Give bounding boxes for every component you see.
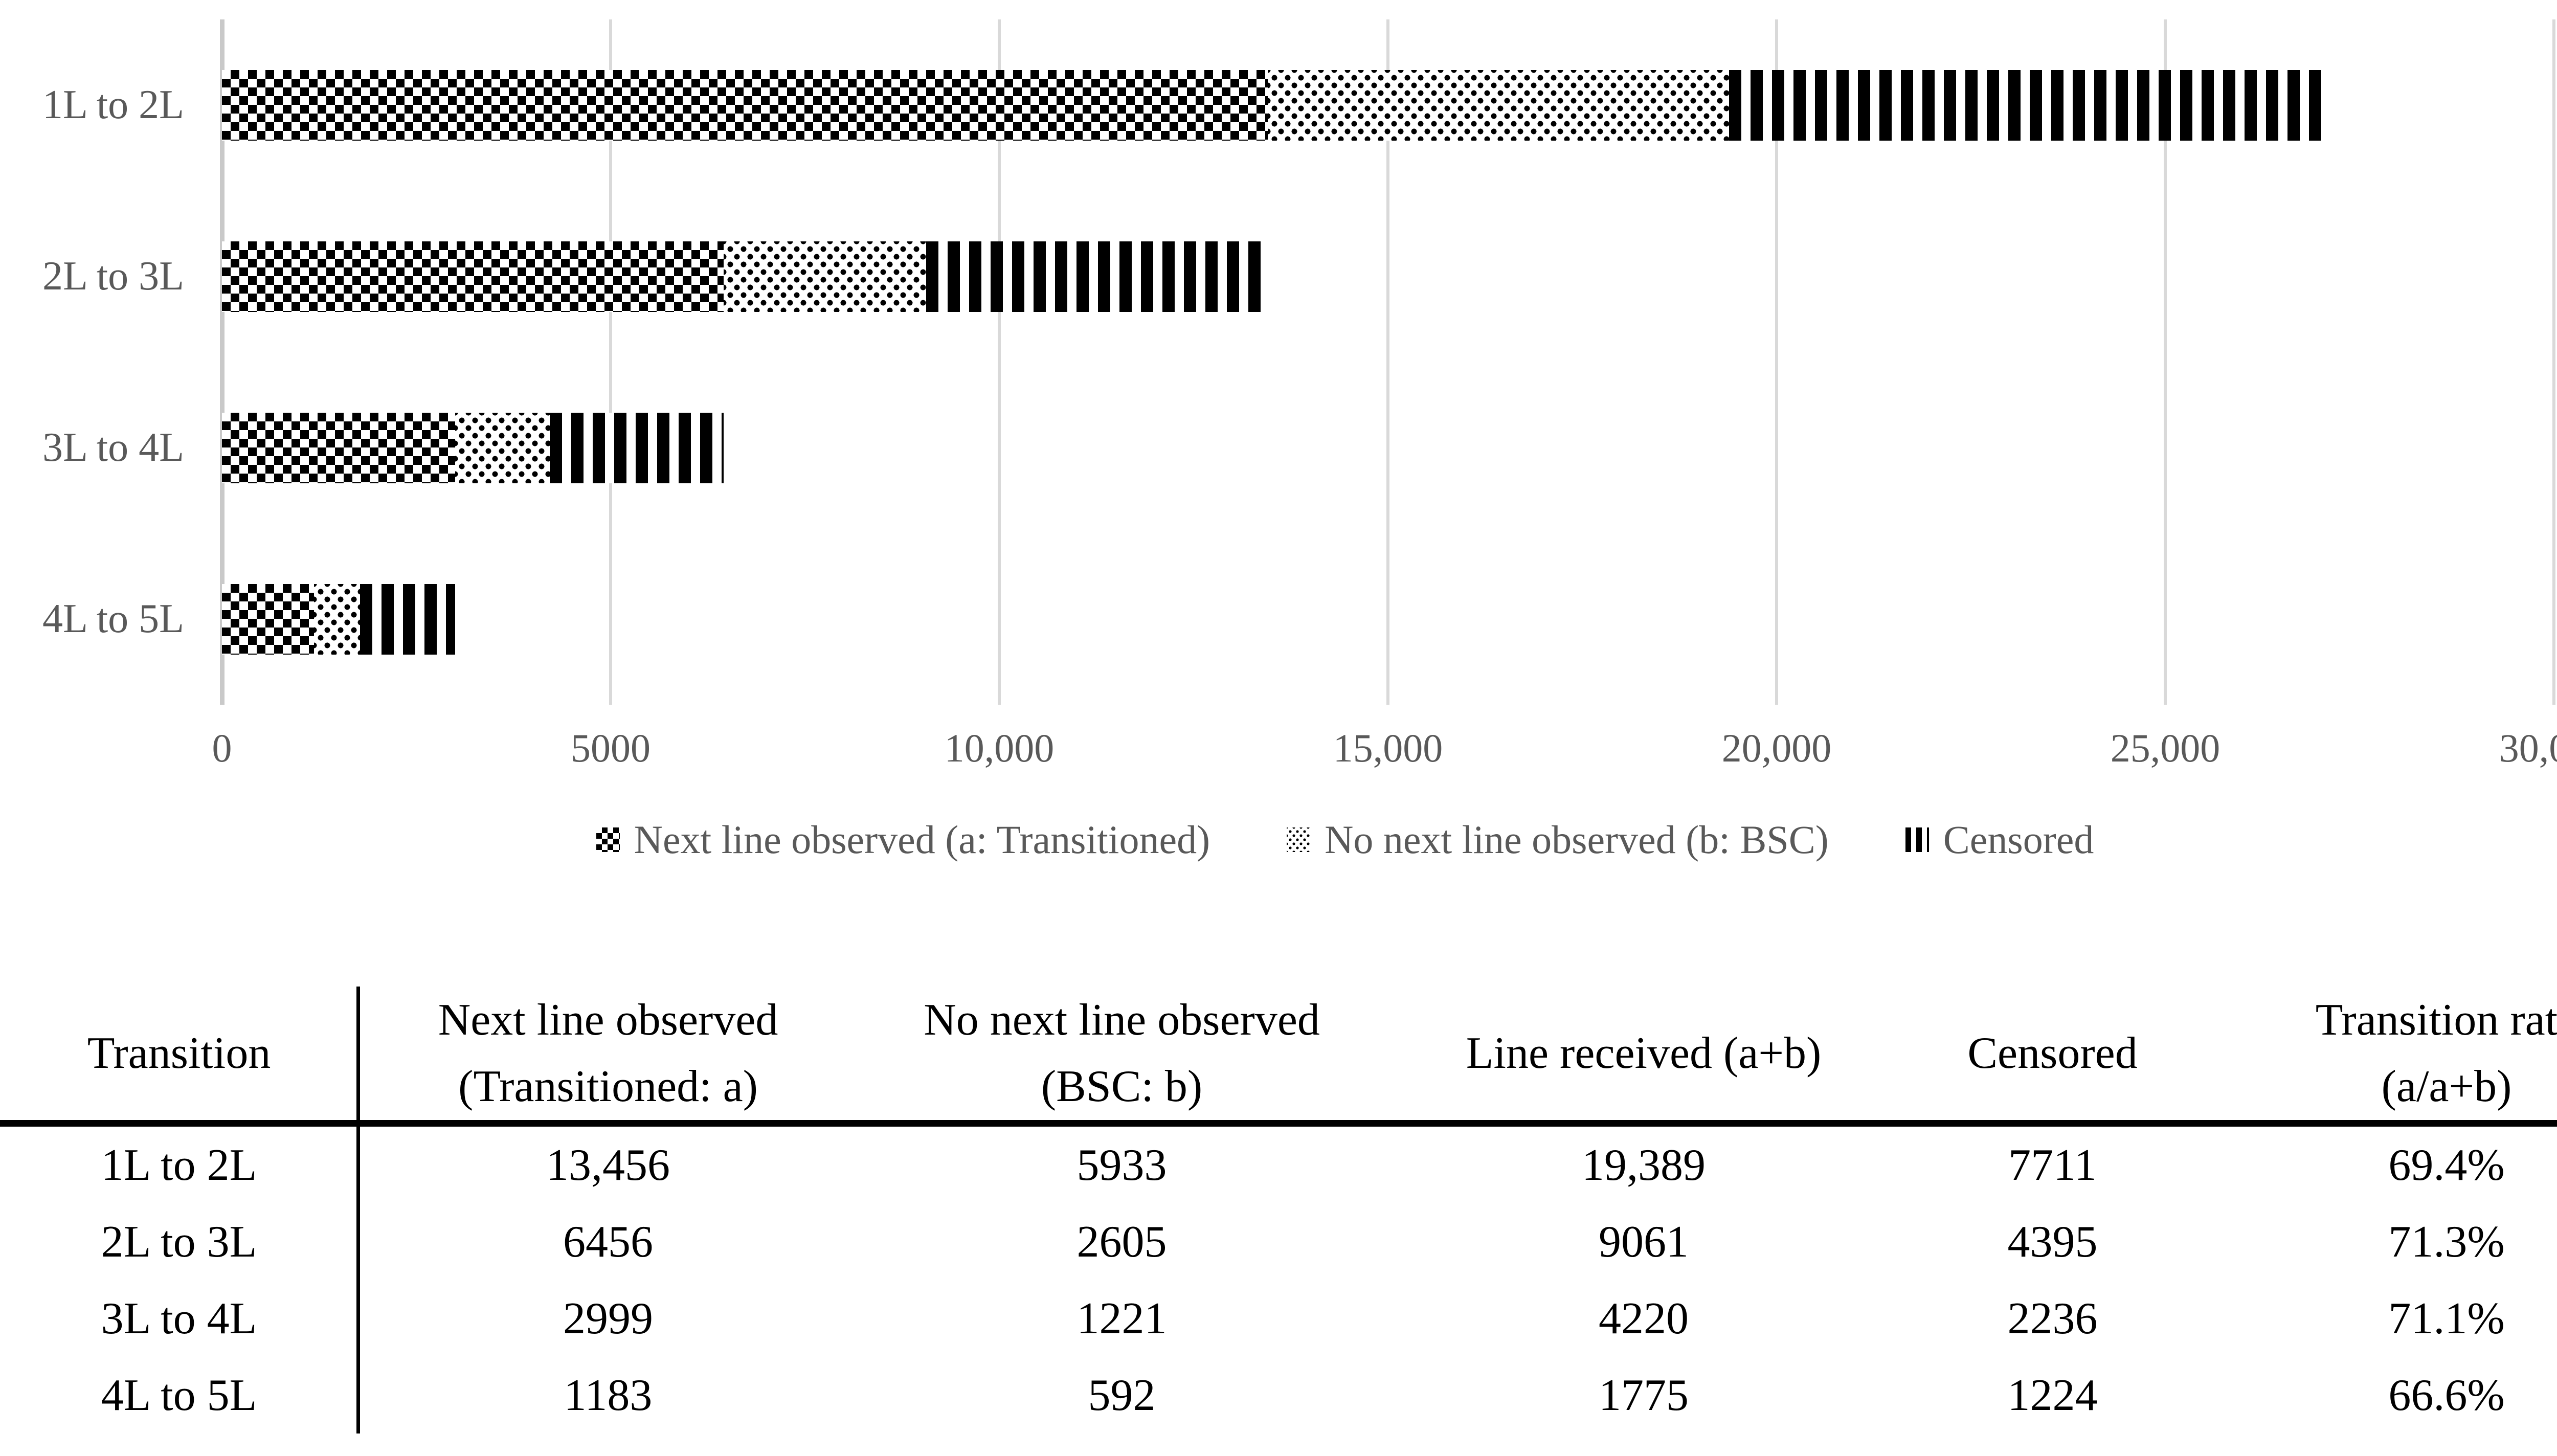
table-cell: 1775	[1599, 1370, 1689, 1420]
column-header-line1: Transition	[87, 1028, 271, 1078]
table-cell: 2L to 3L	[101, 1217, 257, 1267]
column-header-line1: Censored	[1967, 1028, 2138, 1078]
checker-pattern-swatch	[596, 827, 620, 852]
gridline-10000	[998, 19, 1001, 705]
bar-row	[222, 533, 2554, 705]
column-header: Next line observed (Transitioned: a)	[358, 987, 858, 1120]
table-cell: 5933	[1076, 1140, 1167, 1190]
bar-segment-stripes	[1729, 70, 2329, 141]
legend-item: Censored	[1905, 817, 2094, 863]
table-cell: 1221	[1076, 1293, 1167, 1343]
column-header-line2: (BSC: b)	[1041, 1061, 1203, 1111]
column-header: No next line observed (BSC: b)	[858, 987, 1385, 1120]
table-vertical-rule	[356, 987, 360, 1433]
column-header-line1: Transition rate	[2315, 995, 2557, 1045]
table-cell: 6456	[563, 1217, 654, 1267]
table-cell: 71.3%	[2388, 1217, 2505, 1267]
bar-row	[222, 191, 2554, 362]
x-tick-label: 5000	[571, 726, 651, 770]
table-body: 1L to 2L 13,456 5933 19,389 7711 69.4% 2L to 3…	[0, 1127, 2557, 1433]
chart-legend: Next line observed (a: Transitioned) No n…	[0, 814, 2557, 865]
plot-area	[220, 19, 2555, 705]
bar-segment-dots	[313, 584, 360, 655]
gridline-5000	[609, 19, 612, 705]
x-tick-label: 10,000	[944, 726, 1055, 770]
bar-segment-checker	[222, 70, 1268, 141]
column-header-line1: Line received (a+b)	[1466, 1028, 1822, 1078]
category-label: 4L to 5L	[42, 596, 184, 641]
gridline-15000	[1386, 19, 1389, 705]
category-label: 3L to 4L	[42, 425, 184, 470]
bar-row	[222, 362, 2554, 533]
legend-item-label: Censored	[1943, 817, 2094, 862]
table-cell: 13,456	[546, 1140, 670, 1190]
legend-item-label: Next line observed (a: Transitioned)	[634, 817, 1210, 862]
bar-segment-checker	[222, 584, 314, 655]
x-tick-label: 20,000	[1721, 726, 1832, 770]
table-header-rule	[0, 1120, 2557, 1127]
table-cell: 2999	[563, 1293, 654, 1343]
table-cell: 4L to 5L	[101, 1370, 257, 1420]
gridline-25000	[2164, 19, 2167, 705]
category-axis: 1L to 2L 2L to 3L 3L to 4L 4L to 5L	[0, 19, 184, 705]
table-row: 3L to 4L 2999 1221 4220 2236 71.1%	[0, 1280, 2557, 1357]
table-row: 1L to 2L 13,456 5933 19,389 7711 69.4%	[0, 1127, 2557, 1203]
x-tick-label: 25,000	[2110, 726, 2220, 770]
column-header: Transition	[0, 987, 358, 1120]
value-axis: 0 5000 10,000 15,000 20,000 25,000 30,000	[212, 725, 2557, 781]
column-header: Transition rate (a/a+b)	[2203, 987, 2557, 1120]
table-cell: 66.6%	[2388, 1370, 2505, 1420]
column-header-line1: No next line observed	[924, 995, 1320, 1045]
table-row: 2L to 3L 6456 2605 9061 4395 71.3%	[0, 1203, 2557, 1280]
column-header-line2: (a/a+b)	[2381, 1061, 2512, 1111]
bar-segment-stripes	[550, 412, 724, 483]
table-cell: 1L to 2L	[101, 1140, 257, 1190]
category-label: 2L to 3L	[42, 254, 184, 299]
x-tick-label: 15,000	[1333, 726, 1443, 770]
table-cell: 3L to 4L	[101, 1293, 257, 1343]
category-label: 1L to 2L	[42, 82, 184, 127]
bar-segment-stripes	[926, 241, 1268, 312]
x-tick-label: 0	[212, 726, 232, 770]
column-header-line1: Next line observed	[438, 995, 778, 1045]
stripes-pattern-swatch	[1905, 827, 1929, 852]
bar-segment-dots	[724, 241, 927, 312]
legend-item: No next line observed (b: BSC)	[1287, 817, 1829, 863]
transition-table: Transition Next line observed (Transitione…	[0, 987, 2557, 1433]
bar-segment-checker	[222, 241, 724, 312]
dots-pattern-swatch	[1287, 827, 1311, 852]
table-cell: 4395	[2007, 1217, 2098, 1267]
table-cell: 71.1%	[2388, 1293, 2505, 1343]
transition-bar-chart: 1L to 2L 2L to 3L 3L to 4L 4L to 5L 0 5000 10…	[0, 19, 2557, 865]
x-tick-label: 30,000	[2499, 726, 2557, 770]
table-cell: 2605	[1076, 1217, 1167, 1267]
table-cell: 19,389	[1582, 1140, 1706, 1190]
table-cell: 4220	[1599, 1293, 1689, 1343]
table-cell: 7711	[2008, 1140, 2097, 1190]
bar-segment-stripes	[360, 584, 455, 655]
legend-item: Next line observed (a: Transitioned)	[596, 817, 1210, 863]
gridline-30000	[2552, 19, 2555, 705]
gridline-20000	[1775, 19, 1778, 705]
gridline-0	[220, 19, 225, 705]
table-cell: 69.4%	[2388, 1140, 2505, 1190]
table-cell: 592	[1088, 1370, 1156, 1420]
table-cell: 9061	[1599, 1217, 1689, 1267]
bar-segment-dots	[1268, 70, 1730, 141]
table-header-row: Transition Next line observed (Transitione…	[0, 987, 2557, 1120]
column-header-line2: (Transitioned: a)	[458, 1061, 758, 1111]
bar-row	[222, 19, 2554, 191]
bar-segment-dots	[455, 412, 550, 483]
table-row: 4L to 5L 1183 592 1775 1224 66.6%	[0, 1357, 2557, 1433]
table-cell: 1183	[564, 1370, 653, 1420]
bar-segment-checker	[222, 412, 455, 483]
legend-item-label: No next line observed (b: BSC)	[1325, 817, 1829, 862]
table-cell: 2236	[2007, 1293, 2098, 1343]
column-header: Censored	[1902, 987, 2203, 1120]
column-header: Line received (a+b)	[1385, 987, 1902, 1120]
table-cell: 1224	[2007, 1370, 2098, 1420]
